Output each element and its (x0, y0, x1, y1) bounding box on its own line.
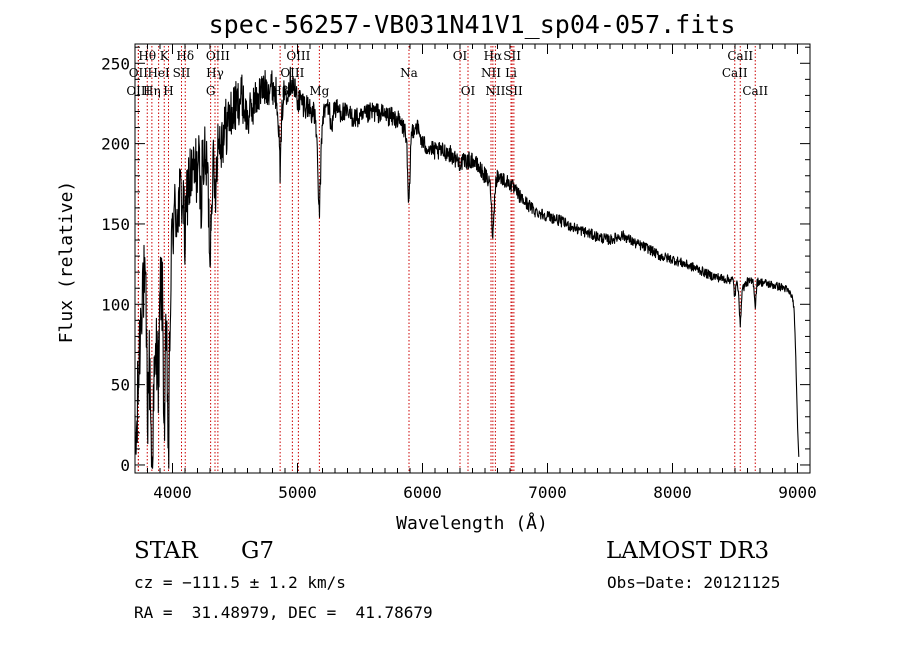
y-tick-label: 250 (101, 54, 130, 73)
spectral-line-label: Mg (309, 84, 329, 98)
y-axis: 0 50 100 150 200 250 (101, 46, 810, 475)
spectral-line-label: G (206, 84, 216, 98)
spectral-line-label: OIII (206, 49, 230, 63)
y-axis-label: Flux (relative) (56, 181, 77, 344)
spectral-line-label: HeI (147, 66, 170, 80)
spectral-line-label: Hα (484, 49, 503, 63)
spectral-line-label: OIII (286, 49, 310, 63)
spectral-line-label: SII (173, 66, 191, 80)
x-tick-label: 6000 (403, 483, 442, 502)
spectral-line-label: OI (453, 49, 468, 63)
y-tick-label: 150 (101, 215, 130, 234)
x-tick-label: 4000 (153, 483, 192, 502)
observation-date: Obs−Date: 20121125 (607, 573, 781, 592)
redshift-readout: cz = −111.5 ± 1.2 km/s (134, 573, 346, 592)
spectral-line-markers (137, 46, 756, 473)
object-subclass: G7 (241, 538, 275, 564)
spectral-line-label: OI (461, 84, 476, 98)
spectral-line-label: Na (400, 66, 418, 80)
spectral-line-label: NII (481, 66, 501, 80)
x-tick-label: 8000 (653, 483, 692, 502)
spectral-line-label: CaII (722, 66, 748, 80)
spectral-line-label: K (160, 49, 170, 63)
spectral-line-label: OIII (126, 84, 150, 98)
x-axis-label: Wavelength (Å) (396, 512, 548, 534)
spectral-line-label: SII (503, 49, 521, 63)
spectral-line-label: Hθ (138, 49, 156, 63)
y-tick-label: 50 (111, 376, 130, 395)
y-tick-label: 200 (101, 135, 130, 154)
x-axis: 4000 5000 6000 7000 8000 9000 (134, 44, 817, 502)
spectral-line-label: CaII (742, 84, 768, 98)
spectral-line-label: CaII (727, 49, 753, 63)
spectral-line-label: OIII (280, 66, 304, 80)
y-tick-label: 0 (120, 456, 130, 475)
spectrum-line (134, 66, 800, 469)
chart-title: spec-56257-VB031N41V1_sp04-057.fits (209, 10, 736, 39)
spectral-line-label: Li (505, 66, 517, 80)
spectral-line-label: Hγ (206, 66, 224, 80)
spectral-line-label: SII (505, 84, 523, 98)
y-tick-label: 100 (101, 295, 130, 314)
spectral-line-label: Hβ (271, 84, 288, 98)
x-tick-label: 9000 (778, 483, 817, 502)
spectral-line-label: OII (129, 66, 149, 80)
spectral-line-label: NII (485, 84, 505, 98)
x-tick-label: 7000 (528, 483, 567, 502)
coordinates-readout: RA = 31.48979, DEC = 41.78679 (134, 603, 433, 622)
spectral-line-label: H (163, 84, 173, 98)
object-class: STAR (134, 538, 198, 564)
spectral-line-label: Hδ (176, 49, 194, 63)
x-tick-label: 5000 (278, 483, 317, 502)
spectral-line-label: Hη (143, 84, 161, 98)
survey-name: LAMOST DR3 (606, 538, 770, 564)
